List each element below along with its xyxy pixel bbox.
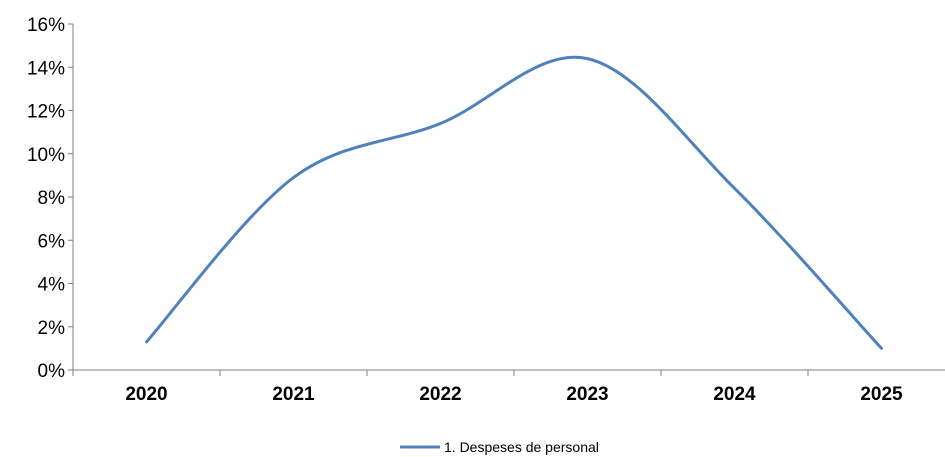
series-line <box>145 55 883 350</box>
x-tick-label: 2020 <box>125 384 167 405</box>
y-axis: 0% 2% 4% 6% 8% 10% 12% 14% 16% <box>27 15 74 382</box>
x-tick-label: 2023 <box>566 384 608 405</box>
y-tick-label: 8% <box>38 188 66 209</box>
y-tick-label: 16% <box>27 15 65 36</box>
y-tick-label: 12% <box>27 102 65 123</box>
x-axis: 2020 2021 2022 2023 2024 2025 <box>72 369 945 405</box>
legend: 1. Despeses de personal <box>400 439 599 455</box>
x-tick-label: 2022 <box>419 384 461 405</box>
y-tick-label: 4% <box>38 275 66 296</box>
y-tick-label: 14% <box>27 58 65 79</box>
series-group <box>145 55 883 350</box>
y-tick-label: 6% <box>38 231 66 252</box>
x-tick-label: 2024 <box>713 384 756 405</box>
x-tick-label: 2021 <box>272 384 315 405</box>
x-tick-label: 2025 <box>860 384 903 405</box>
y-tick-label: 2% <box>38 318 66 339</box>
legend-label: 1. Despeses de personal <box>444 439 599 455</box>
y-tick-label: 10% <box>27 145 65 166</box>
y-tick-label: 0% <box>38 361 66 382</box>
